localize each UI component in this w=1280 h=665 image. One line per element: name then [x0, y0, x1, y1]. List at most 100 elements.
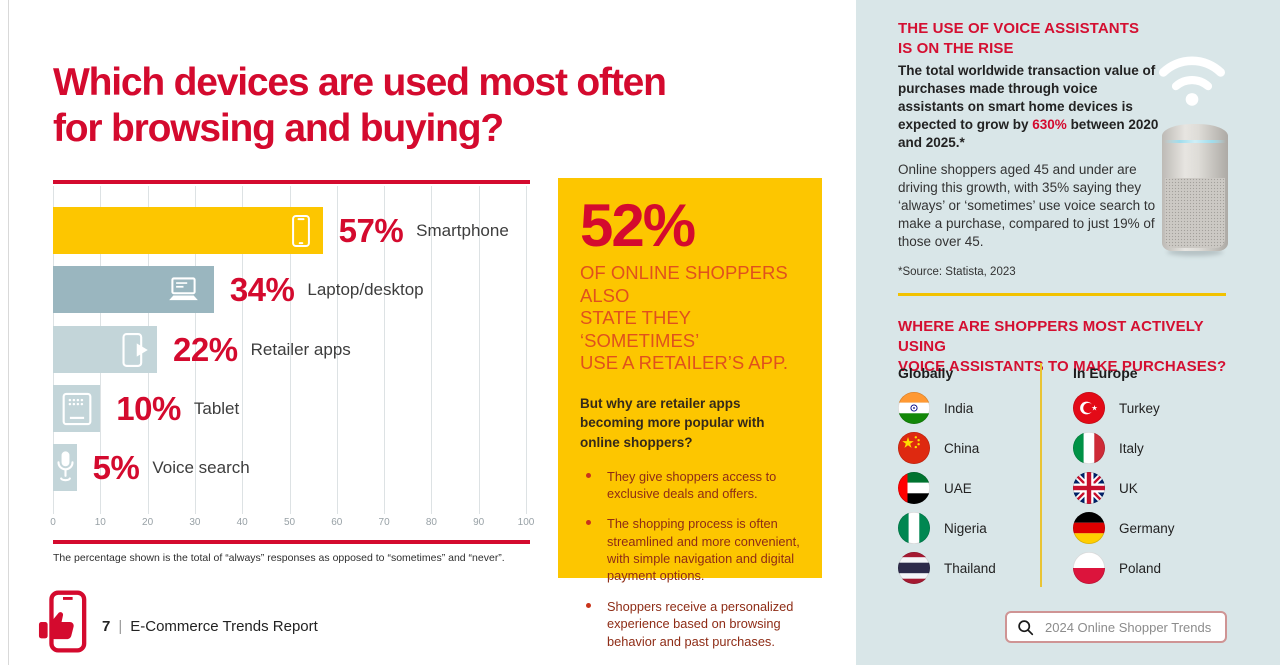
- country-label: Poland: [1119, 560, 1162, 576]
- bar-voice-search: [53, 444, 77, 491]
- gridline-90: [478, 186, 480, 514]
- page-edge-line: [8, 0, 9, 665]
- search-input[interactable]: [1043, 618, 1215, 636]
- bar-laptop-desktop: [53, 266, 214, 313]
- smartphone-icon: [291, 213, 311, 248]
- flag-column-in-europe: In Europe Turkey Italy UK Germany Poland: [1073, 363, 1175, 592]
- bar-row-smartphone: 57% Smartphone: [53, 207, 509, 254]
- page-number: 7: [102, 617, 111, 635]
- country-label: UAE: [944, 480, 972, 496]
- stat-subtitle: OF ONLINE SHOPPERS ALSO STATE THEY ‘SOME…: [580, 262, 789, 374]
- x-tick-80: 80: [425, 517, 437, 528]
- country-label: UK: [1119, 480, 1138, 496]
- bar-value-label: 34%: [229, 270, 295, 308]
- highlight-stat-box: 52% OF ONLINE SHOPPERS ALSO STATE THEY ‘…: [558, 178, 822, 649]
- column-divider: [1040, 363, 1042, 587]
- flag-uk: [1073, 472, 1105, 504]
- country-row-uae: UAE: [898, 472, 1040, 504]
- country-label: Thailand: [944, 560, 996, 576]
- yellow-divider: [898, 293, 1226, 296]
- lead-text: The total worldwide transaction value of…: [898, 63, 1156, 132]
- x-tick-50: 50: [283, 517, 296, 528]
- column-header-in-europe: In Europe: [1073, 365, 1138, 381]
- x-tick-60: 60: [331, 517, 343, 528]
- gridline-50: [289, 186, 291, 514]
- laptop-icon: [165, 276, 202, 304]
- x-tick-100: 100: [517, 517, 535, 528]
- voice-assistants-body: Online shoppers aged 45 and under are dr…: [898, 162, 1156, 249]
- speaker-mesh: [1165, 178, 1225, 248]
- x-tick-30: 30: [189, 517, 201, 528]
- page-footer: 7 | E-Commerce Trends Report: [38, 590, 318, 654]
- lead-text-after: between 2020 and 2025.*: [898, 116, 1159, 150]
- report-title: E-Commerce Trends Report: [130, 617, 318, 635]
- country-columns: Globally India China UAE Nigeria Thailand In E…: [898, 363, 1175, 592]
- country-label: Nigeria: [944, 520, 987, 536]
- x-tick-10: 10: [94, 517, 106, 528]
- country-row-thailand: Thailand: [898, 552, 1040, 584]
- flag-germany: [1073, 512, 1105, 544]
- x-tick-40: 40: [236, 517, 248, 528]
- country-label: India: [944, 400, 974, 416]
- flag-uae: [898, 472, 930, 504]
- bar-value-label: 22%: [173, 330, 238, 368]
- search-box[interactable]: [1005, 611, 1227, 643]
- country-row-germany: Germany: [1073, 512, 1175, 544]
- bar-row-voice-search: 5% Voice search: [53, 444, 250, 491]
- country-label: China: [944, 440, 980, 456]
- x-tick-0: 0: [50, 517, 56, 528]
- flag-turkey: [1073, 392, 1105, 424]
- bar-tablet: [53, 385, 101, 432]
- country-row-turkey: Turkey: [1073, 392, 1175, 424]
- bar-value-label: 57%: [338, 211, 404, 249]
- bar-category-label: Retailer apps: [250, 339, 351, 359]
- flag-poland: [1073, 552, 1105, 584]
- bullet-item: Shoppers receive a personalized experien…: [580, 598, 800, 650]
- question-heading: But why are retailer apps becoming more …: [580, 395, 765, 450]
- bullet-list: They give shoppers access to exclusive d…: [580, 468, 800, 651]
- x-tick-20: 20: [142, 517, 154, 528]
- smart-speaker: [1162, 124, 1228, 256]
- lead-highlight: 630%: [1032, 116, 1067, 132]
- country-label: Turkey: [1119, 400, 1160, 416]
- flag-column-globally: Globally India China UAE Nigeria Thailand: [898, 363, 1040, 592]
- country-row-nigeria: Nigeria: [898, 512, 1040, 544]
- bar-value-label: 5%: [92, 448, 140, 486]
- country-row-poland: Poland: [1073, 552, 1175, 584]
- search-icon[interactable]: [1017, 619, 1034, 636]
- gridline-30: [194, 186, 196, 514]
- country-row-china: China: [898, 432, 1040, 464]
- gridline-100: [526, 186, 527, 514]
- wifi-icon: [1155, 46, 1229, 108]
- country-label: Germany: [1119, 520, 1175, 536]
- sidebar: THE USE OF VOICE ASSISTANTS IS ON THE RI…: [856, 0, 1280, 665]
- bar-row-laptop-desktop: 34% Laptop/desktop: [53, 266, 424, 313]
- bar-category-label: Smartphone: [416, 220, 509, 240]
- bar-category-label: Tablet: [193, 398, 240, 418]
- flag-thailand: [898, 552, 930, 584]
- flag-nigeria: [898, 512, 930, 544]
- retailer-apps-icon: [120, 332, 150, 368]
- bar-category-label: Voice search: [152, 457, 250, 477]
- page-title: Which devices are used most often for br…: [53, 61, 667, 150]
- gridline-70: [384, 186, 386, 514]
- footer-text: 7 | E-Commerce Trends Report: [102, 618, 318, 635]
- x-tick-70: 70: [378, 517, 390, 528]
- flag-china: [898, 432, 930, 464]
- gridline-80: [431, 186, 433, 514]
- bar-value-label: 10%: [116, 389, 181, 427]
- gridline-40: [242, 186, 244, 514]
- stat-value: 52%: [580, 192, 696, 259]
- speaker-shadow: [1167, 248, 1223, 256]
- flag-india: [898, 392, 930, 424]
- bullet-item: They give shoppers access to exclusive d…: [580, 468, 800, 503]
- bullet-item: The shopping process is often streamline…: [580, 515, 800, 585]
- flag-italy: [1073, 432, 1105, 464]
- footer-separator: |: [118, 617, 123, 635]
- voice-assistants-heading: THE USE OF VOICE ASSISTANTS IS ON THE RI…: [898, 20, 1140, 57]
- bar-smartphone: [53, 207, 323, 254]
- country-row-india: India: [898, 392, 1040, 424]
- chart-top-rule: [53, 180, 530, 184]
- column-header-globally: Globally: [898, 365, 954, 381]
